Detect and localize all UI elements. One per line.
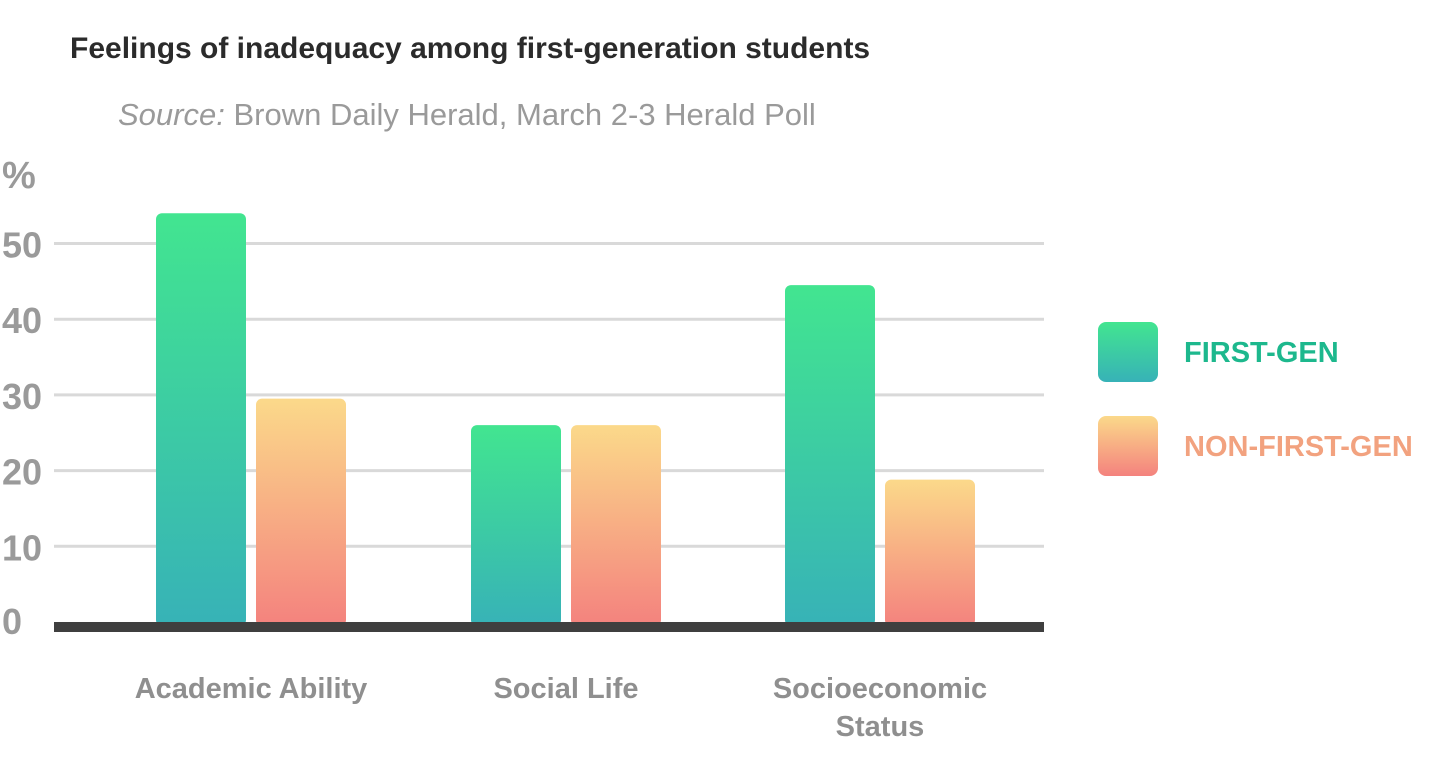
legend-swatch-non-first-gen (1098, 416, 1158, 476)
subtitle-source-label: Source: (118, 97, 225, 132)
x-tick-label-0-0: Academic Ability (135, 673, 368, 705)
bars (156, 213, 975, 626)
x-tick-labels: Academic Ability Social Life Socioeconomic… (135, 673, 987, 743)
y-axis-label: % (2, 155, 36, 197)
bar-first-gen-socioeconomic-status (785, 285, 875, 626)
bar-non-first-gen-socioeconomic-status (885, 479, 975, 626)
bar-non-first-gen-social-life (571, 425, 661, 626)
legend: FIRST-GEN NON-FIRST-GEN (1098, 322, 1413, 476)
x-tick-label-2-0: Socioeconomic (773, 673, 987, 705)
bar-non-first-gen-academic-ability (256, 398, 346, 626)
x-axis-line (54, 622, 1044, 632)
y-tick-label-20: 20 (2, 452, 42, 493)
bar-first-gen-academic-ability (156, 213, 246, 626)
y-tick-label-10: 10 (2, 527, 42, 568)
legend-label-first-gen: FIRST-GEN (1184, 337, 1339, 369)
y-tick-label-30: 30 (2, 376, 42, 417)
bar-first-gen-social-life (471, 425, 561, 626)
y-tick-labels: 0 10 20 30 40 50 (2, 225, 42, 643)
chart-title: Feelings of inadequacy among first-gener… (70, 32, 870, 65)
legend-swatch-first-gen (1098, 322, 1158, 382)
y-tick-label-50: 50 (2, 225, 42, 266)
y-tick-label-0: 0 (2, 601, 22, 642)
y-tick-label-40: 40 (2, 300, 42, 341)
subtitle-source-text: Brown Daily Herald, March 2-3 Herald Pol… (233, 97, 815, 132)
x-tick-label-2-1: Status (836, 711, 925, 743)
x-tick-label-1-0: Social Life (493, 673, 638, 705)
legend-label-non-first-gen: NON-FIRST-GEN (1184, 431, 1413, 463)
chart-subtitle: Source: Brown Daily Herald, March 2-3 He… (118, 97, 816, 132)
